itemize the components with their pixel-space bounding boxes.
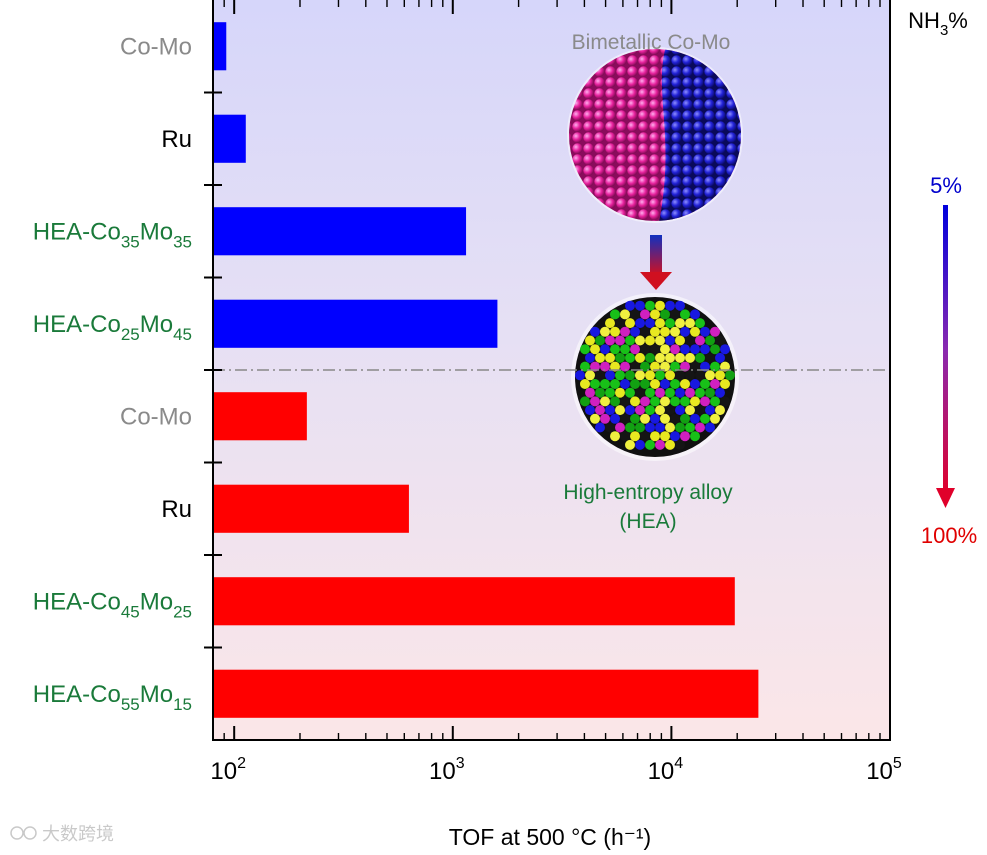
x-tick-label-2: 104 bbox=[648, 755, 684, 785]
category-label-0-1: Ru bbox=[161, 126, 192, 153]
bar-0-0 bbox=[213, 22, 227, 71]
bar-0-3 bbox=[213, 299, 498, 348]
bar-1-0 bbox=[213, 392, 307, 441]
bar-1-2 bbox=[213, 577, 735, 626]
gradient-arrow-shaft bbox=[943, 205, 948, 495]
bar-1-3 bbox=[213, 669, 759, 718]
x-tick-label-0: 102 bbox=[210, 755, 246, 785]
right-axis-bottom-label: 100% bbox=[921, 523, 977, 548]
category-label-1-0: Co-Mo bbox=[120, 403, 192, 430]
category-label-1-1: Ru bbox=[161, 496, 192, 523]
hea-particle-illustration bbox=[571, 293, 739, 461]
right-axis-top-label: 5% bbox=[930, 173, 962, 198]
x-axis-title: TOF at 500 °C (h⁻¹) bbox=[449, 824, 651, 850]
category-label-0-3: HEA-Co25Mo45 bbox=[33, 311, 192, 344]
x-tick-label-1: 103 bbox=[429, 755, 465, 785]
bars bbox=[213, 22, 759, 718]
category-label-1-3: HEA-Co55Mo15 bbox=[33, 681, 192, 714]
category-separator-ticks bbox=[204, 91, 222, 649]
gradient-arrow-head bbox=[936, 488, 955, 508]
category-label-0-2: HEA-Co35Mo35 bbox=[33, 218, 192, 251]
svg-text:大数跨境: 大数跨境 bbox=[42, 824, 114, 844]
annotation-hea-line1: High-entropy alloy bbox=[563, 481, 733, 504]
category-label-0-0: Co-Mo bbox=[120, 33, 192, 60]
annotation-hea-line2: (HEA) bbox=[619, 510, 676, 533]
category-labels: Co-Mo Ru HEA-Co35Mo35 HEA-Co25Mo45 Co-Mo Ru HE… bbox=[33, 33, 192, 714]
annotation-bimetallic: Bimetallic Co-Mo bbox=[572, 31, 731, 54]
x-axis-ticks: 102 103 104 105 bbox=[210, 0, 902, 785]
bar-0-1 bbox=[213, 114, 246, 163]
bar-0-2 bbox=[213, 207, 467, 256]
bar-1-1 bbox=[213, 484, 409, 533]
watermark: 大数跨境 bbox=[10, 824, 114, 844]
x-tick-label-3: 105 bbox=[866, 755, 902, 785]
right-axis-title: NH3% bbox=[908, 8, 968, 39]
category-label-1-2: HEA-Co45Mo25 bbox=[33, 588, 192, 621]
transition-arrow bbox=[640, 235, 672, 290]
